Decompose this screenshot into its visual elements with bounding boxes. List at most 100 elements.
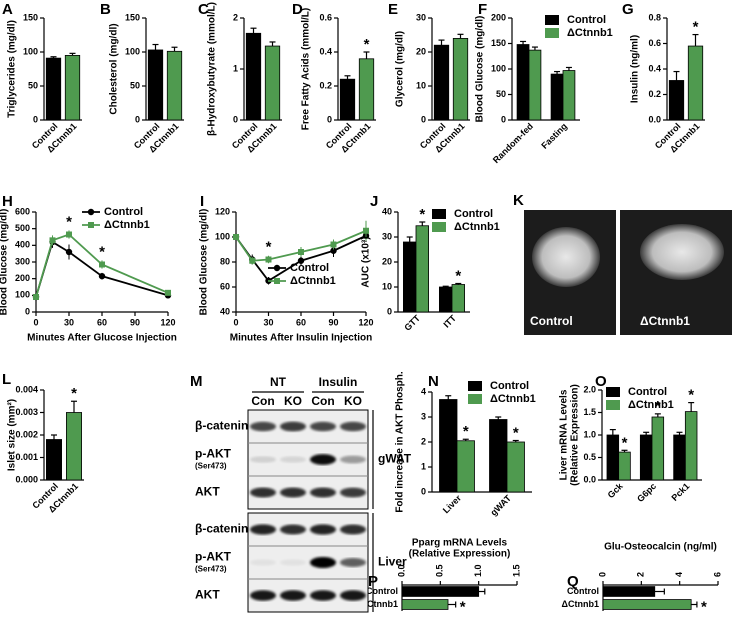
legend-swatch [545,15,559,25]
legend-label: Control [290,262,329,274]
bar [651,416,665,481]
row-detail: (Ser473) [195,565,227,574]
y-tick-label: 0 [421,114,426,124]
y-tick-label: 0.6 [648,38,661,48]
legend-label: Control [628,386,667,398]
y-axis-label: Free Fatty Acids (mmol/L) [301,8,312,130]
bar [550,73,564,121]
significance: * [463,423,469,440]
y-tick-label: 10 [416,80,426,90]
row-detail: (Ser473) [195,462,227,471]
legend-label: ΔCtnnb1 [628,399,674,411]
bar [147,49,164,121]
marker [330,241,337,248]
x-tick-label: Pck1 [669,481,691,503]
band [280,524,306,535]
panel-letter: D [292,1,303,18]
image-caption: ΔCtnnb1 [640,314,690,328]
legend-swatch [432,222,446,232]
panel-letter: N [428,373,439,390]
panel-letter: K [513,192,524,209]
marker [98,272,106,280]
bar [438,286,453,313]
legend-swatch [606,387,620,397]
panel: L 0.000 0.001 0.002 0.003 0.004 Islet size (mm… [2,371,84,515]
significance: * [364,36,370,53]
band [310,557,336,568]
y-tick-label: 0.8 [648,12,661,22]
panel-letter: A [2,1,13,18]
marker [49,237,56,244]
y-tick-label: 400 [15,240,30,250]
islet [532,227,600,287]
y-tick-label: 2 [233,12,238,22]
bar [668,80,685,121]
islet [640,224,724,280]
lane-label: Con [311,394,334,408]
marker [233,234,239,240]
panel: N 0 1 2 3 4 Fold increase in AKT Phosph. * Liver… [395,371,536,518]
tissue-label: gWAT [378,452,412,466]
row-label: p-AKT [195,447,232,461]
x-tick-label: 120 [358,317,373,327]
y-tick-label: 0 [327,114,332,124]
y-tick-label: 200 [15,273,30,283]
x-tick-label: 120 [160,317,175,327]
bar [451,284,466,313]
x-tick-label: 90 [328,317,338,327]
y-tick-label: 50 [28,80,38,90]
x-tick-label: 0 [233,317,238,327]
bar [64,55,81,121]
y-tick-label: 1.5 [583,407,596,417]
y-tick-label: 0.2 [319,80,332,90]
bar [456,440,475,493]
significance: * [455,267,461,284]
y-tick-label: 60 [220,281,230,291]
y-tick-label: 300 [15,256,30,266]
x-tick-label: 60 [296,317,306,327]
group-label: Insulin [319,375,358,389]
x-tick-label: 30 [64,317,74,327]
y-tick-label: 0 [501,114,506,124]
row-label: AKT [195,588,220,602]
y-tick-label: 600 [15,206,30,216]
panel-letter: E [388,1,398,18]
band [310,421,336,432]
bar [339,78,356,121]
y-tick-label: Control [567,586,599,596]
significance: * [99,243,105,260]
legend-swatch [606,400,620,410]
y-axis-label: Blood Glucose (mg/dl) [475,16,486,123]
y-tick-label: 0.4 [319,46,332,56]
marker [66,231,72,238]
x-tick-label: 0.5 [435,564,445,577]
y-tick-label: 0.002 [15,429,38,439]
y-tick-label: 0.2 [648,89,661,99]
y-tick-label: 50 [496,89,506,99]
band [280,456,306,463]
band [340,421,366,432]
image-caption: Control [530,314,573,328]
y-tick-label: 0 [25,306,30,316]
y-tick-label: 0.000 [15,474,38,484]
x-tick-label: 90 [130,317,140,327]
significance: * [693,19,699,36]
x-tick-label: 0.0 [396,564,406,577]
bar [489,419,508,493]
x-tick-label: Fasting [539,121,569,151]
tissue-label: Liver [378,555,407,569]
bar [245,32,262,121]
band [340,590,366,601]
legend-label: Control [490,380,529,392]
chart-title: (Relative Expression) [409,549,511,560]
bar [358,58,375,121]
band [340,487,366,498]
band [250,456,276,463]
y-tick-label: 0.4 [648,63,661,73]
x-tick-label: 4 [674,572,684,577]
significance: * [688,387,694,404]
